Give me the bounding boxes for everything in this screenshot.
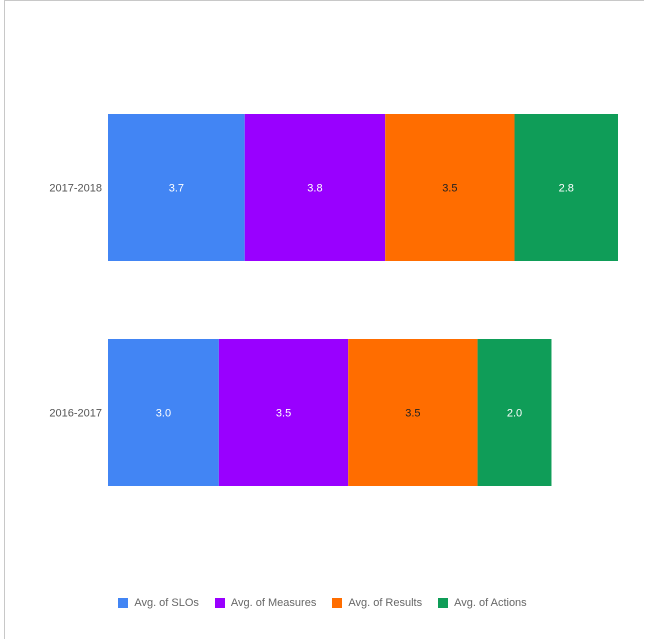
bar-2017-2018-series-1[interactable]: [244, 114, 386, 261]
bars-group: [108, 114, 618, 486]
legend-item-1[interactable]: Avg. of Measures: [214, 597, 317, 609]
bar-2016-2017-series-3[interactable]: [477, 339, 552, 486]
legend-item-2[interactable]: Avg. of Results: [332, 597, 422, 609]
data-label-2016-2017-series-3: 2.0: [507, 408, 522, 420]
legend-item-0[interactable]: Avg. of SLOs: [118, 597, 199, 609]
chart-legend: Avg. of SLOs Avg. of Measures Avg. of Resu…: [0, 597, 645, 609]
bar-2016-2017-series-1[interactable]: [218, 339, 349, 486]
category-label-2017-2018: 2017-2018: [49, 183, 102, 195]
bar-2016-2017-series-2[interactable]: [348, 339, 478, 486]
data-label-2017-2018-series-3: 2.8: [559, 183, 574, 195]
bar-2016-2017-series-0[interactable]: [108, 339, 219, 486]
legend-label: Avg. of SLOs: [134, 597, 199, 609]
data-label-2016-2017-series-2: 3.5: [405, 408, 420, 420]
legend-item-3[interactable]: Avg. of Actions: [438, 597, 527, 609]
data-label-2017-2018-series-0: 3.7: [169, 183, 184, 195]
data-label-2017-2018-series-1: 3.8: [307, 183, 322, 195]
legend-swatch: [332, 598, 343, 608]
legend-swatch: [438, 598, 449, 608]
value-labels-group: 3.7 3.8 3.5 2.8 3.0 3.5 3.5 2.0: [156, 183, 574, 420]
legend-label: Avg. of Measures: [230, 597, 317, 609]
bar-2017-2018-series-2[interactable]: [385, 114, 515, 261]
chart-frame: [4, 0, 644, 639]
legend-swatch: [118, 598, 129, 608]
data-label-2016-2017-series-1: 3.5: [276, 408, 291, 420]
data-label-2016-2017-series-0: 3.0: [156, 408, 171, 420]
category-label-2016-2017: 2016-2017: [49, 408, 102, 420]
legend-label: Avg. of Actions: [454, 597, 527, 609]
legend-label: Avg. of Results: [348, 597, 423, 609]
category-labels-group: 2017-2018 2016-2017: [49, 183, 102, 420]
legend-swatch: [214, 598, 225, 608]
data-label-2017-2018-series-2: 3.5: [442, 183, 457, 195]
bar-2017-2018-series-3[interactable]: [514, 114, 618, 261]
bar-2017-2018-series-0[interactable]: [108, 114, 245, 261]
